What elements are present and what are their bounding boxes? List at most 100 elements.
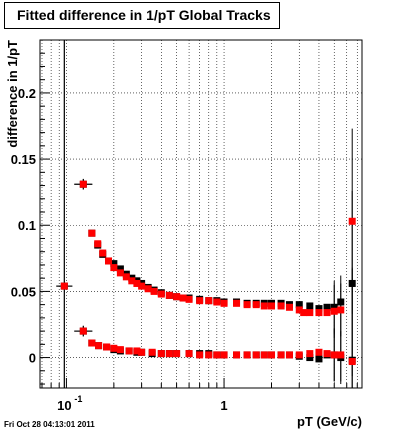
- x-tick-label: 10: [57, 398, 71, 413]
- data-point: [323, 309, 331, 317]
- data-point: [205, 351, 213, 359]
- y-tick-label: 0.15: [11, 152, 36, 167]
- data-point: [88, 229, 96, 237]
- data-point: [94, 240, 102, 248]
- data-point: [116, 265, 124, 273]
- data-point: [330, 351, 338, 359]
- x-tick-exponent: -1: [74, 394, 82, 404]
- data-point: [157, 290, 165, 298]
- error-bars: [56, 40, 356, 388]
- data-point: [233, 299, 241, 307]
- data-point: [260, 302, 268, 310]
- data-point: [220, 299, 228, 307]
- data-point: [105, 257, 113, 265]
- data-point: [165, 350, 173, 358]
- data-point: [260, 351, 268, 359]
- data-point: [315, 305, 323, 313]
- data-point: [220, 351, 228, 359]
- y-tick-label: 0.05: [11, 284, 36, 299]
- timestamp: Fri Oct 28 04:13:01 2011: [4, 420, 95, 429]
- data-point: [165, 291, 173, 299]
- y-tick-label: 0: [29, 351, 36, 366]
- data-point: [295, 306, 303, 314]
- data-point: [295, 351, 303, 359]
- data-point: [213, 298, 221, 306]
- data-point: [306, 309, 314, 317]
- data-point: [88, 339, 96, 347]
- data-point: [252, 301, 260, 309]
- data-point: [128, 277, 136, 285]
- data-point: [116, 346, 124, 354]
- data-point: [306, 354, 314, 362]
- data-point: [95, 342, 103, 350]
- data-point: [150, 287, 158, 295]
- data-point: [348, 217, 356, 225]
- data-point: [125, 347, 133, 355]
- data-point: [330, 303, 338, 311]
- data-point: [110, 344, 118, 352]
- data-point: [306, 350, 314, 358]
- data-point: [213, 351, 221, 359]
- plot-frame: [39, 39, 363, 389]
- data-point: [285, 351, 293, 359]
- data-point: [79, 180, 87, 188]
- grid: [40, 40, 362, 388]
- data-point: [110, 264, 118, 272]
- data-point: [179, 294, 187, 302]
- data-point: [243, 351, 251, 359]
- data-point: [315, 309, 323, 317]
- data-point: [173, 293, 181, 301]
- data-point: [337, 306, 345, 314]
- data-point: [323, 350, 331, 358]
- data-point: [103, 343, 111, 351]
- data-point: [79, 327, 87, 335]
- data-point: [133, 347, 141, 355]
- tick-labels: 0 0.05 0.1 0.15 0.2 10 -1 1: [11, 86, 228, 413]
- data-point: [185, 295, 193, 303]
- data-point: [337, 298, 345, 306]
- data-point: [243, 301, 251, 309]
- x-tick-label: 1: [220, 398, 227, 413]
- data-point: [122, 273, 130, 281]
- data-point: [138, 282, 146, 290]
- data-point: [348, 279, 356, 287]
- data-point: [196, 297, 204, 305]
- data-point: [157, 350, 165, 358]
- data-point: [99, 249, 107, 257]
- data-point: [337, 351, 345, 359]
- data-point: [306, 302, 314, 310]
- data-point: [133, 279, 141, 287]
- data-point: [348, 358, 356, 366]
- data-point: [173, 350, 181, 358]
- data-point: [268, 302, 276, 310]
- data-point: [315, 355, 323, 363]
- chart-title: Fitted difference in 1/pT Global Tracks: [4, 2, 280, 29]
- data-point: [300, 309, 308, 317]
- data-points: [60, 180, 356, 366]
- data-point: [110, 260, 118, 268]
- data-point: [277, 351, 285, 359]
- data-point: [196, 351, 204, 359]
- data-point: [330, 307, 338, 315]
- y-tick-label: 0.2: [18, 86, 36, 101]
- data-point: [315, 348, 323, 356]
- data-point: [277, 302, 285, 310]
- data-point: [252, 351, 260, 359]
- axis-ticks: [40, 39, 358, 388]
- data-point: [116, 269, 124, 277]
- data-point: [233, 351, 241, 359]
- y-tick-label: 0.1: [18, 218, 36, 233]
- data-point: [138, 348, 146, 356]
- data-point: [60, 282, 68, 290]
- data-point: [185, 350, 193, 358]
- x-axis-title: pT (GeV/c): [297, 414, 362, 429]
- data-point: [323, 303, 331, 311]
- data-point: [268, 351, 276, 359]
- data-point: [144, 285, 152, 293]
- data-point: [295, 301, 303, 309]
- data-point: [285, 303, 293, 311]
- y-axis-title: difference in 1/pT: [5, 40, 20, 148]
- data-point: [205, 297, 213, 305]
- data-point: [148, 348, 156, 356]
